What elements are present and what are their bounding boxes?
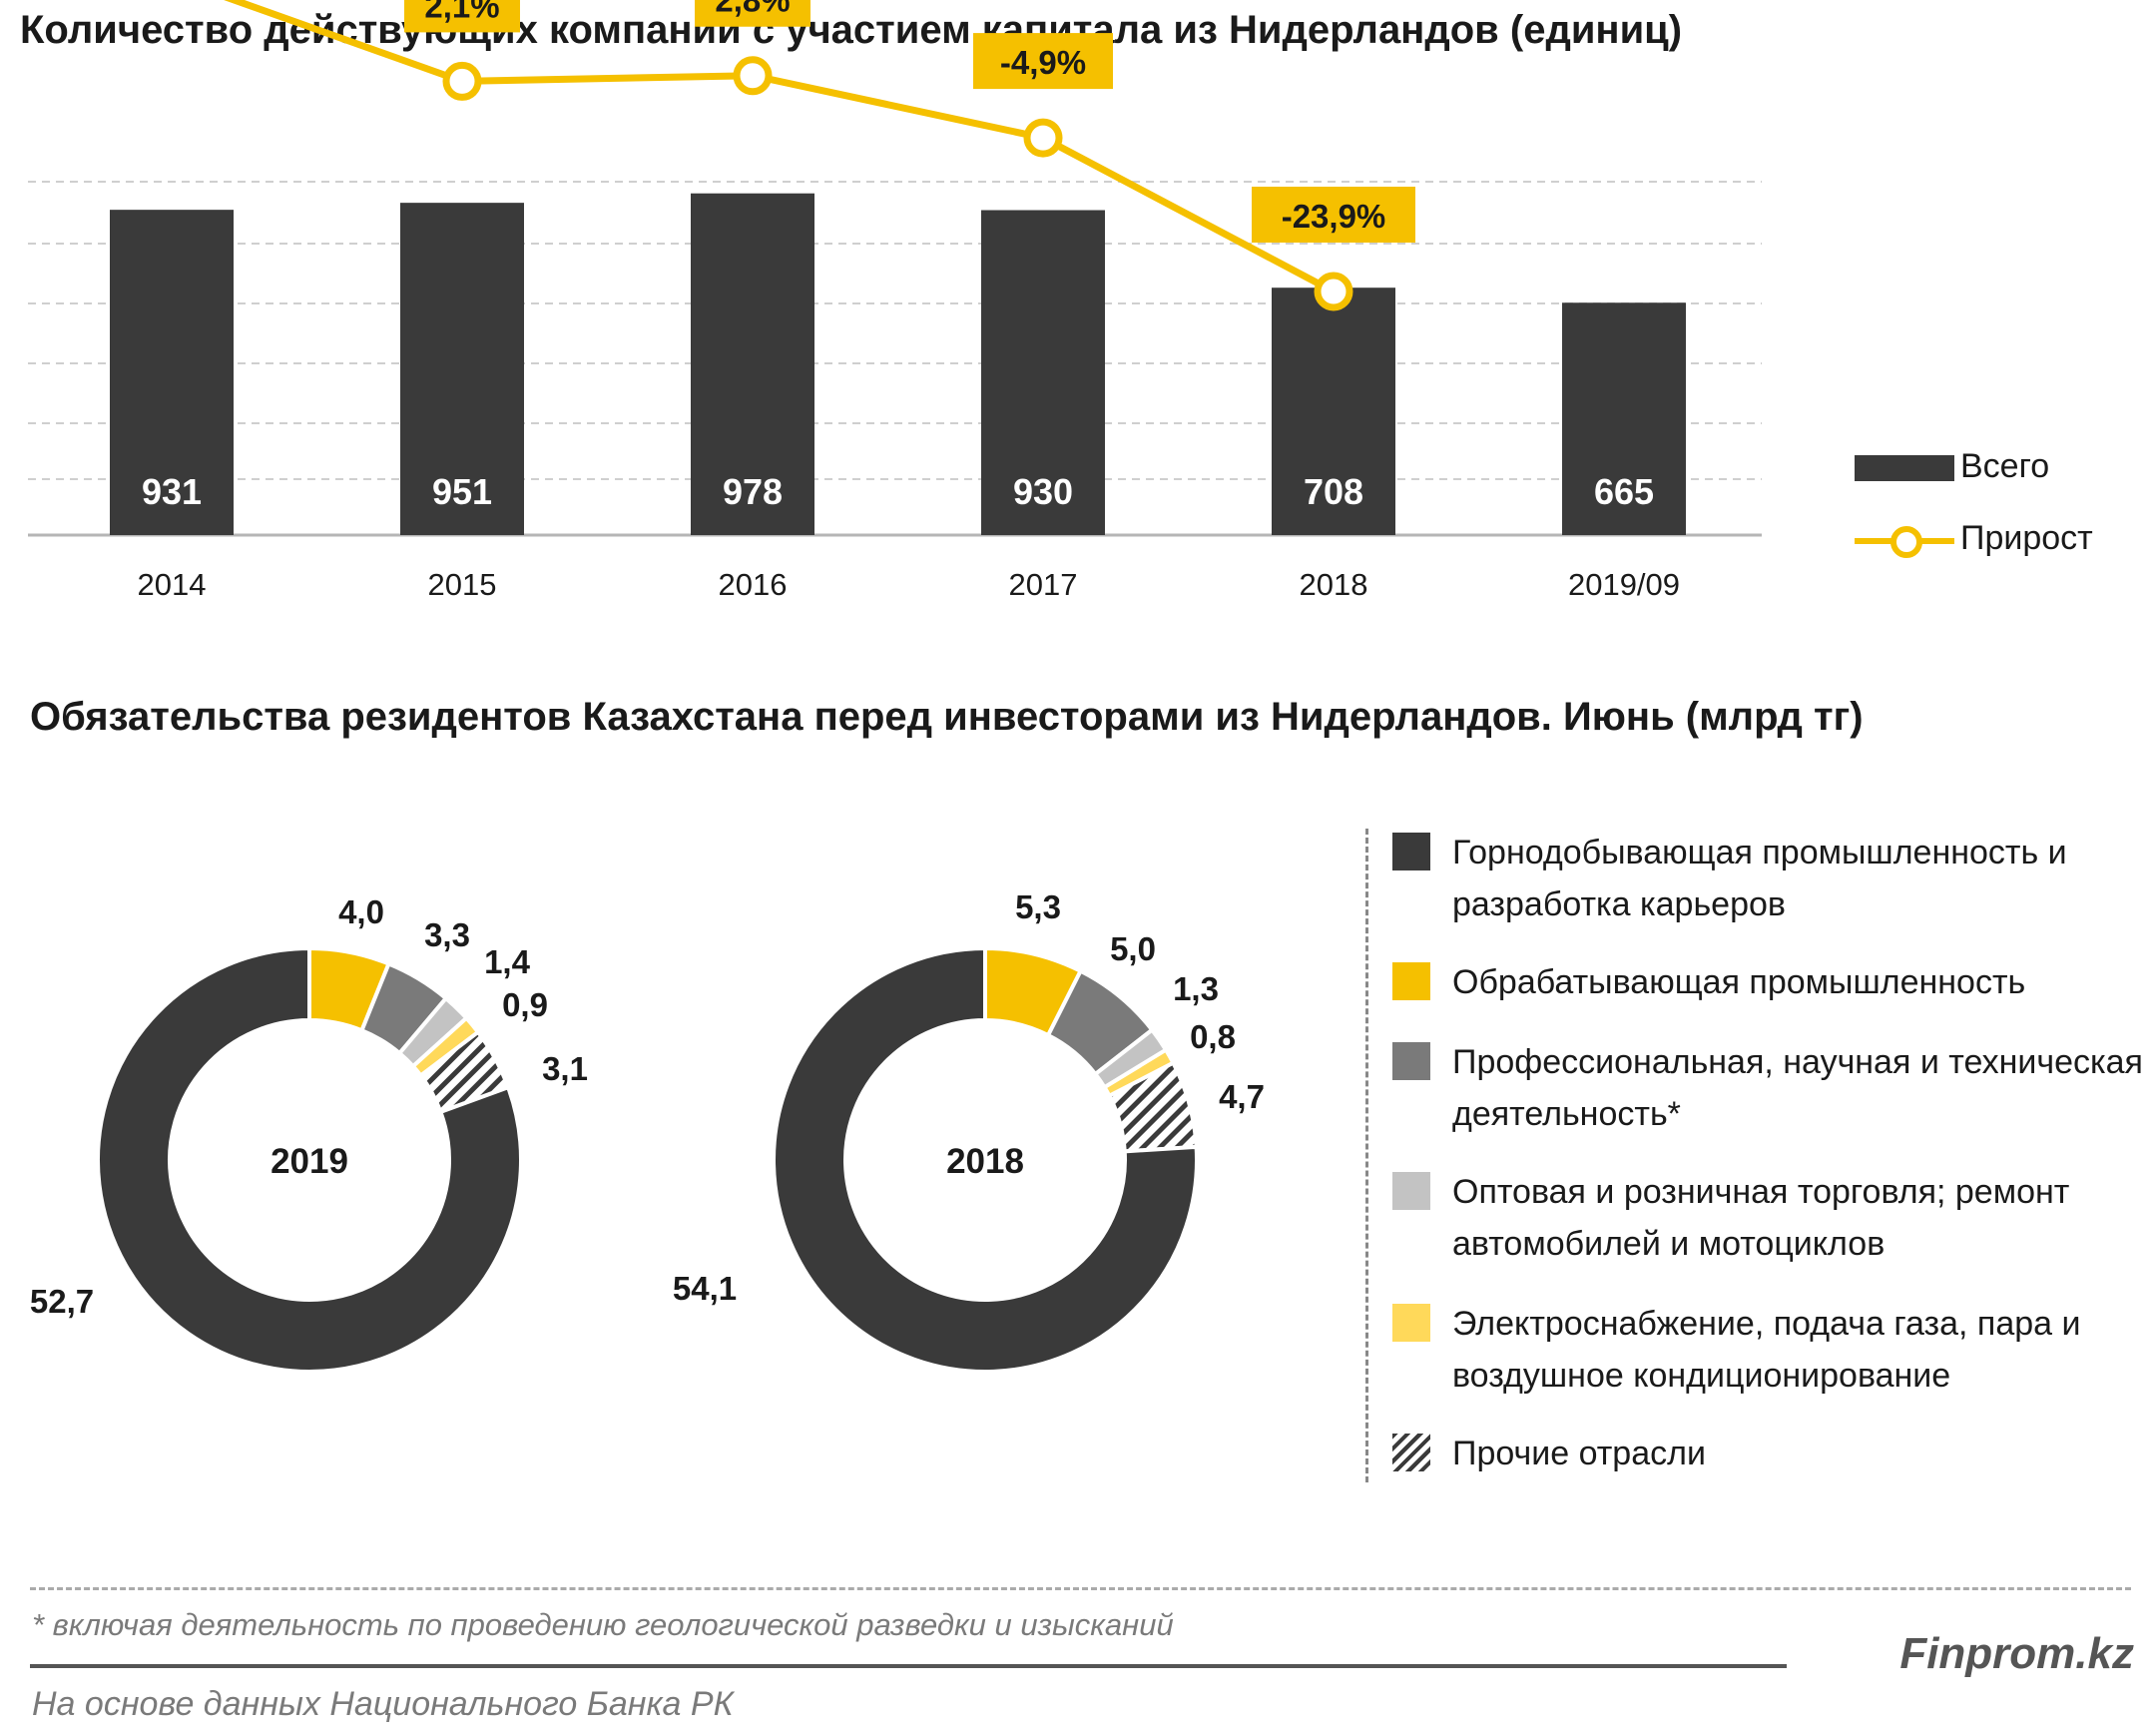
donut-center-label: 2019 (270, 1142, 348, 1181)
donut-value-label: 52,7 (30, 1283, 94, 1320)
bar (400, 203, 524, 535)
x-tick-label: 2015 (428, 567, 497, 602)
footer-solid-separator (30, 1664, 1787, 1668)
footnote: * включая деятельность по проведению гео… (32, 1607, 1174, 1642)
legend-swatch-mining (1392, 833, 1430, 870)
donut-value-label: 0,8 (1190, 1018, 1236, 1055)
bar (1562, 302, 1686, 535)
legend-label-other: Прочие отрасли (1452, 1435, 1706, 1472)
legend-label-professional: Профессиональная, научная и техническая … (1452, 1043, 2143, 1133)
legend-swatch-trade (1392, 1172, 1430, 1210)
bar-chart-title: Количество действующих компаний с участи… (20, 8, 1683, 52)
bar (110, 210, 234, 535)
donut-value-label: 1,3 (1173, 970, 1219, 1007)
legend-total-label: Всего (1960, 447, 2050, 485)
legend-divider (1365, 829, 1368, 1482)
donut-value-label: 5,0 (1110, 930, 1156, 967)
legend-label-mining: Горнодобывающая промышленность и разрабо… (1452, 834, 2067, 923)
growth-point (442, 61, 482, 101)
bar (691, 193, 814, 535)
x-tick-label: 2014 (138, 567, 207, 602)
growth-point (733, 56, 773, 96)
legend-label-manufacturing: Обрабатывающая промышленность (1452, 963, 2026, 1001)
x-tick-label: 2019/09 (1568, 567, 1680, 602)
growth-label-box (1252, 187, 1415, 243)
x-tick-label: 2016 (719, 567, 788, 602)
legend-item-trade: Оптовая и розничная торговля; ремонт авт… (1392, 1166, 2151, 1270)
x-tick-label: 2018 (1300, 567, 1368, 602)
donut-slice (772, 945, 1200, 1374)
legend-swatch-other (1392, 1434, 1430, 1471)
legend-total: Всего (1855, 447, 2049, 486)
growth-point (1023, 118, 1063, 158)
source-note: На основе данных Национального Банка РК (32, 1685, 734, 1723)
donut-value-label: 1,4 (484, 943, 531, 980)
x-tick-label: 2017 (1009, 567, 1078, 602)
donut-value-label: 0,9 (502, 986, 548, 1023)
legend-label-electricity: Электроснабжение, подача газа, пара и во… (1452, 1305, 2081, 1395)
donut-value-label: 4,0 (338, 893, 384, 930)
legend-growth-label: Прирост (1960, 519, 2093, 557)
growth-label-box (404, 0, 520, 33)
bar-value-label: 665 (1594, 471, 1654, 512)
legend-swatch-manufacturing (1392, 962, 1430, 1000)
bar-value-label: 930 (1013, 471, 1073, 512)
donut-value-label: 3,1 (542, 1050, 588, 1087)
bar-value-label: 978 (723, 471, 783, 512)
growth-label: 2,8% (715, 0, 790, 19)
legend-swatch-professional (1392, 1042, 1430, 1080)
legend-item-electricity: Электроснабжение, подача газа, пара и во… (1392, 1298, 2151, 1402)
donut-slice (96, 945, 523, 1374)
footer-dashed-separator (30, 1587, 2131, 1590)
legend-item-professional: Профессиональная, научная и техническая … (1392, 1036, 2151, 1140)
bar-value-label: 708 (1304, 471, 1363, 512)
bar-value-label: 931 (142, 471, 202, 512)
legend-swatch-electricity (1392, 1304, 1430, 1342)
bar (981, 210, 1105, 535)
legend-total-swatch (1855, 455, 1954, 482)
donut-value-label: 5,3 (1015, 888, 1061, 925)
growth-label-box (695, 0, 810, 27)
growth-label: -23,9% (1282, 198, 1386, 235)
bar-value-label: 951 (432, 471, 492, 512)
legend-item-mining: Горнодобывающая промышленность и разрабо… (1392, 827, 2151, 930)
growth-label: -4,9% (1000, 44, 1086, 81)
legend-growth: Прирост (1855, 519, 2093, 559)
legend-label-trade: Оптовая и розничная торговля; ремонт авт… (1452, 1173, 2070, 1263)
donut-value-label: 3,3 (424, 916, 470, 953)
donut-value-label: 4,7 (1219, 1078, 1265, 1115)
growth-label-box (973, 33, 1113, 90)
growth-point (1314, 272, 1353, 311)
donut-center-label: 2018 (946, 1142, 1024, 1181)
legend-growth-marker (1855, 525, 1954, 559)
donut-chart-title: Обязательства резидентов Казахстана пере… (30, 695, 1864, 739)
growth-label: 2,1% (424, 0, 499, 24)
donut-value-label: 54,1 (673, 1270, 737, 1307)
legend-item-other: Прочие отрасли (1392, 1428, 2151, 1479)
bar (1272, 288, 1395, 535)
legend-item-manufacturing: Обрабатывающая промышленность (1392, 956, 2151, 1008)
brand-logo-text: Finprom.kz (1899, 1629, 2134, 1678)
